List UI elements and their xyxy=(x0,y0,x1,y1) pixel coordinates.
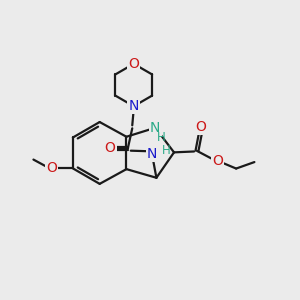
Text: N: N xyxy=(128,99,139,113)
Text: O: O xyxy=(128,57,139,71)
Text: O: O xyxy=(105,141,116,155)
Text: N: N xyxy=(150,121,160,135)
Text: O: O xyxy=(46,161,57,176)
Text: O: O xyxy=(212,154,223,168)
Text: H: H xyxy=(161,144,170,157)
Text: H: H xyxy=(157,131,166,144)
Text: N: N xyxy=(147,147,157,160)
Text: O: O xyxy=(195,120,206,134)
